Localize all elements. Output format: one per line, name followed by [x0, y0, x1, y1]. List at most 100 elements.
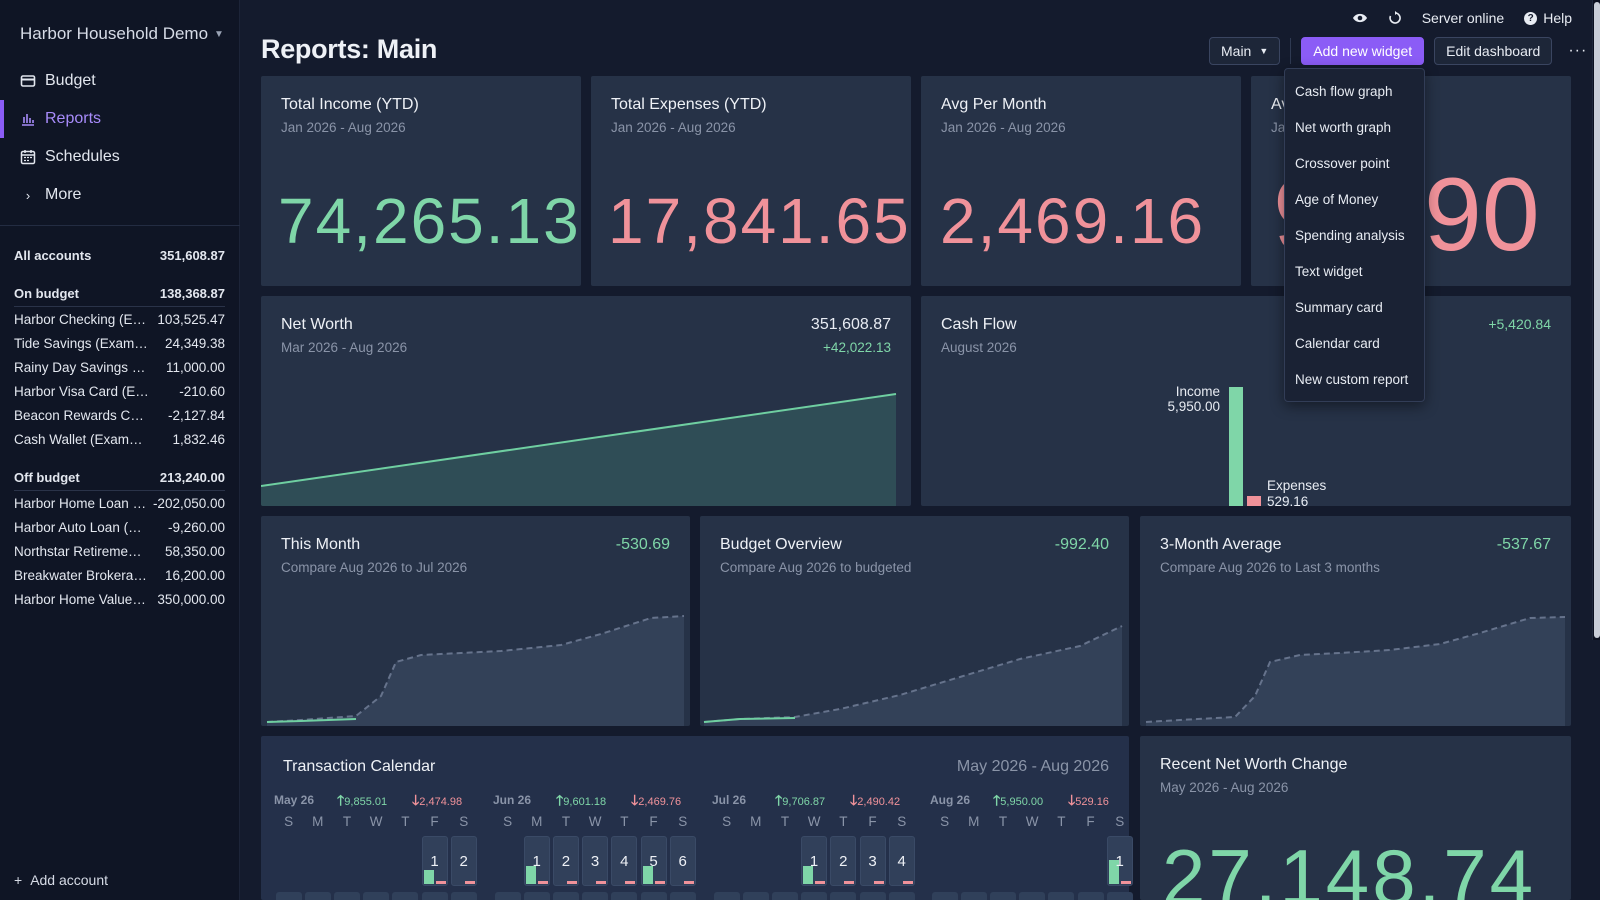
add-account-button[interactable]: + Add account — [14, 872, 108, 888]
calendar-day[interactable]: 2 — [830, 836, 857, 886]
calendar-day[interactable] — [771, 892, 798, 900]
account-row[interactable]: Harbor Auto Loan (Example) -9,260.00 — [14, 515, 225, 539]
nav-schedules[interactable]: Schedules — [0, 138, 240, 176]
calendar-day[interactable] — [1019, 892, 1046, 900]
chart-area — [704, 626, 1122, 726]
nav-more[interactable]: › More — [0, 176, 240, 214]
card-value: -530.69 — [615, 536, 670, 553]
calendar-day[interactable]: 1 — [421, 836, 448, 886]
calendar-day[interactable] — [304, 892, 331, 900]
calendar-month-name: Jun 26 — [493, 793, 532, 807]
calendar-day[interactable] — [931, 892, 958, 900]
weekday-label: S — [503, 814, 513, 829]
calendar-day[interactable]: 4 — [888, 836, 915, 886]
on-budget-group[interactable]: On budget 138,368.87 — [14, 281, 225, 307]
calendar-day[interactable] — [713, 892, 740, 900]
calendar-day[interactable] — [1077, 892, 1104, 900]
calendar-day[interactable]: 4 — [611, 836, 638, 886]
calendar-day[interactable] — [611, 892, 638, 900]
account-row[interactable]: Northstar Retirement (Example) 58,350.00 — [14, 539, 225, 563]
recent-net-worth-card[interactable]: Recent Net Worth Change May 2026 - Aug 2… — [1140, 736, 1571, 900]
card-title: This Month — [281, 536, 361, 553]
calendar-day[interactable] — [801, 892, 828, 900]
this-month-card[interactable]: This Month Compare Aug 2026 to Jul 2026 … — [261, 516, 690, 726]
calendar-day[interactable]: 3 — [582, 836, 609, 886]
calendar-day[interactable] — [333, 892, 360, 900]
off-budget-group[interactable]: Off budget 213,240.00 — [14, 465, 225, 491]
menu-item[interactable]: Calendar card — [1295, 335, 1380, 351]
scrollbar-thumb[interactable] — [1594, 2, 1600, 638]
calendar-day[interactable]: 2 — [450, 836, 477, 886]
sync-icon[interactable] — [1388, 11, 1402, 25]
menu-item[interactable]: Net worth graph — [1295, 119, 1392, 135]
menu-item[interactable]: Spending analysis — [1295, 227, 1405, 243]
edit-dashboard-button[interactable]: Edit dashboard — [1434, 37, 1553, 65]
calendar-day[interactable]: 5 — [640, 836, 667, 886]
calendar-day[interactable]: 1 — [801, 836, 828, 886]
calendar-day[interactable] — [859, 892, 886, 900]
calendar-day[interactable] — [582, 892, 609, 900]
cash-flow-card[interactable]: Cash Flow August 2026 +5,420.84 Income 5… — [921, 296, 1571, 506]
calendar-day[interactable] — [275, 892, 302, 900]
scrollbar[interactable] — [1592, 0, 1600, 640]
calendar-day[interactable]: 1 — [523, 836, 550, 886]
nav-reports[interactable]: Reports — [0, 100, 240, 138]
calendar-day[interactable] — [640, 892, 667, 900]
add-widget-button[interactable]: Add new widget — [1301, 37, 1425, 65]
calendar-day[interactable] — [552, 892, 579, 900]
menu-item[interactable]: Text widget — [1295, 263, 1363, 279]
nav-reports-label: Reports — [45, 110, 102, 127]
menu-item[interactable]: Cash flow graph — [1295, 83, 1393, 99]
net-worth-line — [261, 393, 897, 487]
calendar-day[interactable] — [960, 892, 987, 900]
account-row[interactable]: Harbor Visa Card (Example) -210.60 — [14, 379, 225, 403]
calendar-day[interactable]: 1 — [1106, 836, 1133, 886]
all-accounts-row[interactable]: All accounts 351,608.87 — [14, 243, 225, 267]
calendar-day[interactable] — [830, 892, 857, 900]
menu-item[interactable]: Age of Money — [1295, 191, 1379, 207]
calendar-day[interactable] — [421, 892, 448, 900]
account-name: Off budget — [14, 470, 80, 485]
account-row[interactable]: Beacon Rewards Card (Example) -2,127.84 — [14, 403, 225, 427]
eye-icon[interactable] — [1352, 12, 1368, 24]
account-row[interactable]: Rainy Day Savings (Example) 11,000.00 — [14, 355, 225, 379]
account-row[interactable]: Harbor Home Loan (Example)-202,050.00 — [14, 491, 225, 515]
calendar-day[interactable] — [1048, 892, 1075, 900]
budget-name-menu[interactable]: Harbor Household Demo ▼ — [20, 24, 224, 44]
avg-per-month-card[interactable]: Avg Per Month Jan 2026 - Aug 2026 2,469.… — [921, 76, 1241, 286]
calendar-day[interactable] — [888, 892, 915, 900]
total-expenses-card[interactable]: Total Expenses (YTD) Jan 2026 - Aug 2026… — [591, 76, 911, 286]
help-button[interactable]: ? Help — [1524, 10, 1572, 26]
budget-overview-card[interactable]: Budget Overview Compare Aug 2026 to budg… — [700, 516, 1129, 726]
account-row[interactable]: Tide Savings (Example) 24,349.38 — [14, 331, 225, 355]
net-worth-card[interactable]: Net Worth Mar 2026 - Aug 2026 351,608.87… — [261, 296, 911, 506]
calendar-day[interactable] — [742, 892, 769, 900]
calendar-day[interactable]: 3 — [859, 836, 886, 886]
calendar-day[interactable] — [392, 892, 419, 900]
calendar-day[interactable] — [363, 892, 390, 900]
calendar-day[interactable] — [450, 892, 477, 900]
calendar-day[interactable] — [669, 892, 696, 900]
calendar-day[interactable]: 6 — [669, 836, 696, 886]
server-status[interactable]: Server online — [1421, 10, 1505, 26]
more-options-icon[interactable]: ··· — [1568, 42, 1588, 59]
menu-item[interactable]: Summary card — [1295, 299, 1383, 315]
dashboard-select[interactable]: Main ▼ — [1209, 37, 1281, 65]
total-income-card[interactable]: Total Income (YTD) Jan 2026 - Aug 2026 7… — [261, 76, 581, 286]
expense-fill — [464, 881, 475, 884]
menu-item[interactable]: New custom report — [1295, 371, 1409, 387]
calendar-day[interactable] — [523, 892, 550, 900]
calendar-day[interactable] — [989, 892, 1016, 900]
account-row[interactable]: Breakwater Brokerage (Example) 16,200.00 — [14, 563, 225, 587]
menu-item[interactable]: Crossover point — [1295, 155, 1390, 171]
account-name: Harbor Checking (Example) — [14, 311, 149, 327]
account-row[interactable]: Cash Wallet (Example) 1,832.46 — [14, 427, 225, 451]
calendar-day[interactable] — [1106, 892, 1133, 900]
account-row[interactable]: Harbor Home Value (Example) 350,000.00 — [14, 587, 225, 611]
arrow-down-icon: 🡓 — [850, 792, 858, 808]
calendar-day[interactable] — [494, 892, 521, 900]
calendar-day[interactable]: 2 — [552, 836, 579, 886]
nav-budget[interactable]: Budget — [0, 62, 240, 100]
account-row[interactable]: Harbor Checking (Example) 103,525.47 — [14, 307, 225, 331]
three-month-average-card[interactable]: 3-Month Average Compare Aug 2026 to Last… — [1140, 516, 1571, 726]
